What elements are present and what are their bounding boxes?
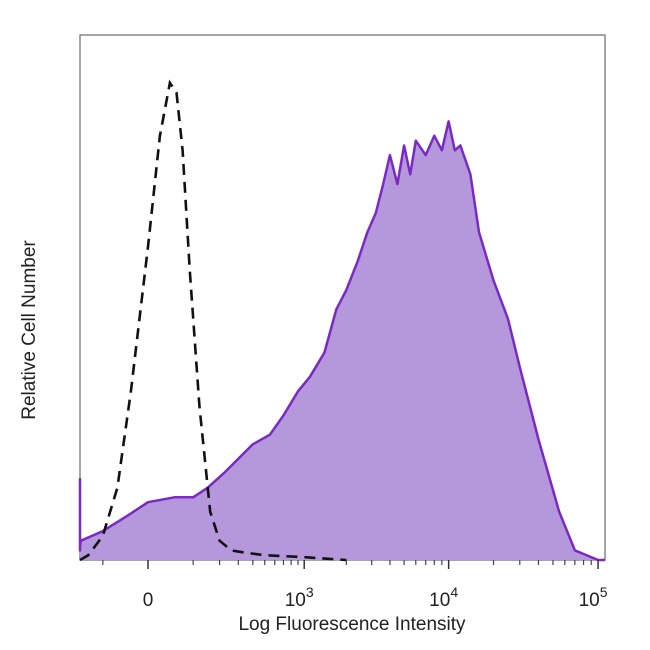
x-tick-label: 105 (579, 584, 608, 611)
x-tick-label: 103 (285, 584, 314, 611)
x-axis-label: Log Fluorescence Intensity (238, 614, 466, 635)
x-ticks: 0 103 104 105 (102, 560, 608, 611)
x-tick-label: 0 (143, 590, 154, 611)
control-histogram-line (79, 79, 347, 562)
x-tick-label: 104 (429, 584, 458, 611)
stained-histogram-fill (80, 121, 605, 561)
y-axis-label: Relative Cell Number (19, 240, 40, 420)
series-layer (78, 79, 605, 562)
stained-histogram-line (78, 120, 605, 562)
